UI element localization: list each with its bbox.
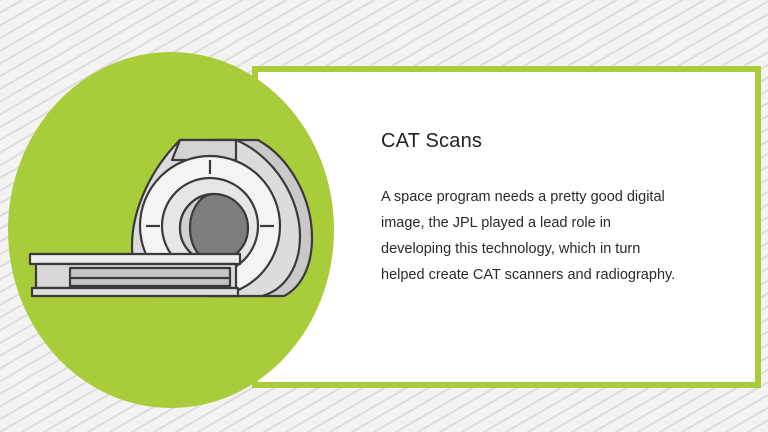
description-line: image, the JPL played a lead role in [381, 215, 611, 231]
ct-scanner-icon [28, 138, 314, 298]
description-line: developing this technology, which in tur… [381, 241, 641, 257]
description-line: A space program needs a pretty good digi… [381, 189, 665, 205]
card-description: A space program needs a pretty good digi… [381, 184, 731, 288]
description-line: helped create CAT scanners and radiograp… [381, 267, 676, 283]
info-card [252, 66, 761, 388]
card-title: CAT Scans [381, 130, 483, 152]
